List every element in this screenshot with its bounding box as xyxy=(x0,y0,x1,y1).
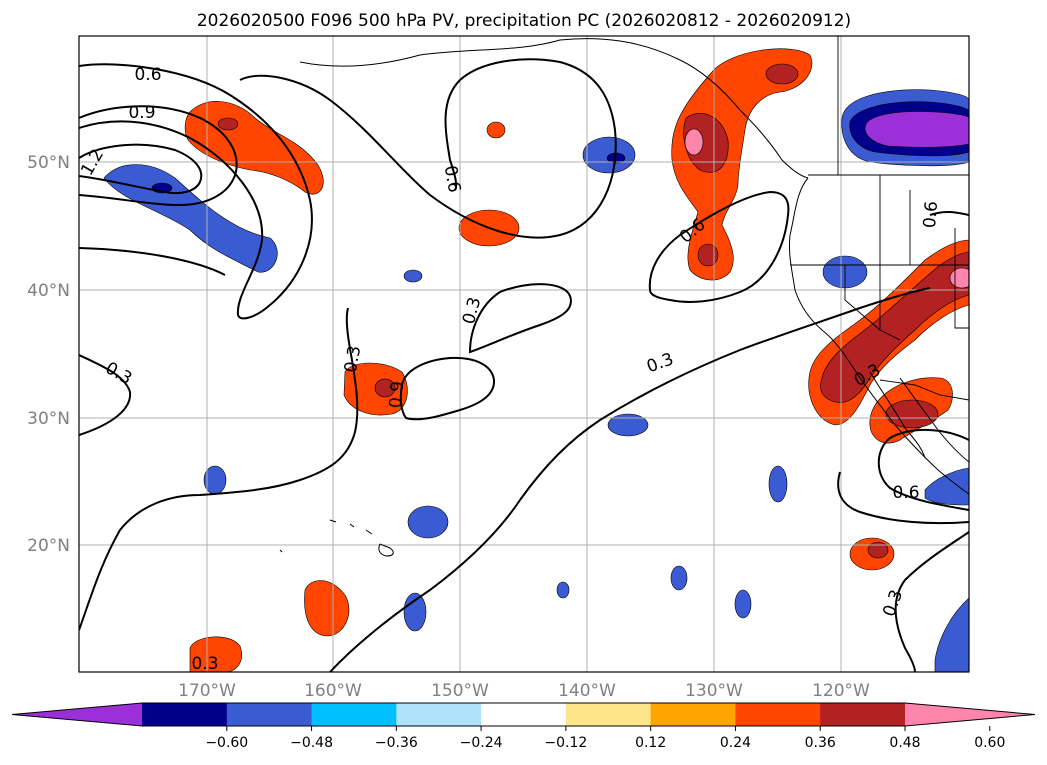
precip-pos-small-n xyxy=(486,121,506,139)
pv-contour-0.3-west xyxy=(79,354,132,436)
map-frame xyxy=(78,35,970,673)
precip-pos-core-central xyxy=(374,378,396,398)
precip-pos-pnw-peak xyxy=(684,128,704,156)
lon-labels: 170°W 160°W 150°W 140°W 130°W 120°W xyxy=(178,681,870,701)
precip-pos-peak-east xyxy=(949,267,969,289)
colorbar-segment xyxy=(226,703,313,726)
colorbar-tick-label: 0.24 xyxy=(720,735,751,751)
pv-contour-upper-east xyxy=(929,211,969,216)
lon-label: 160°W xyxy=(304,681,362,701)
contour-label: 0.6 xyxy=(134,65,161,85)
coast-alaska xyxy=(299,38,809,179)
border-states-3 xyxy=(844,265,901,341)
precip-pos-alaska-core xyxy=(765,63,799,85)
precip-neg-small-6 xyxy=(403,592,427,632)
colorbar-tick-label: 0.36 xyxy=(805,735,836,751)
pv-contour-0.3-main xyxy=(79,307,359,631)
coast-baja xyxy=(869,371,926,459)
colorbar-tick-label: −0.24 xyxy=(460,735,503,751)
precip-neg-canada-core xyxy=(864,111,969,148)
pv-contour-0.6-baja xyxy=(877,429,969,511)
lat-label: 50°N xyxy=(27,153,70,173)
colorbar-tick-label: 0.48 xyxy=(889,735,920,751)
precip-pos-core-nw xyxy=(217,117,239,131)
precip-neg-small-2 xyxy=(403,269,423,283)
lon-label: 120°W xyxy=(812,681,870,701)
pv-contour-west-lower xyxy=(79,247,226,276)
colorbar-outline xyxy=(11,702,1036,727)
colorbar-tick-label: 0.12 xyxy=(635,735,666,751)
precip-neg-small-8 xyxy=(670,565,688,591)
island-small xyxy=(279,549,283,553)
precip-neg-small-5 xyxy=(407,505,449,539)
precip-neg-mexico xyxy=(924,467,969,506)
contour-label: 0.6 xyxy=(892,483,919,503)
precip-pos-pnw-core-2 xyxy=(697,243,719,267)
map-title: 2026020500 F096 500 hPa PV, precipitatio… xyxy=(197,11,851,31)
lon-label: 170°W xyxy=(178,681,236,701)
lat-labels: 50°N 40°N 30°N 20°N xyxy=(27,153,70,556)
contour-label: 0.6 xyxy=(920,200,942,229)
colorbar-tick-label: −0.48 xyxy=(290,735,333,751)
pv-contour-1.2 xyxy=(79,143,203,195)
coastlines xyxy=(279,38,969,557)
colorbar: −0.60 −0.48 −0.36 −0.24 −0.12 0.12 0.24 0.36 0.4… xyxy=(11,702,1036,751)
precip-neg-small-7 xyxy=(556,581,570,599)
coast-west-north-america xyxy=(789,177,969,495)
pv-contour-0.3-central xyxy=(468,283,572,354)
pv-contours xyxy=(79,58,969,672)
precip-pos-south-1 xyxy=(304,580,350,637)
pv-contour-0.3-south xyxy=(329,287,931,672)
colorbar-tick-label: −0.60 xyxy=(205,735,248,751)
precip-neg-small-10 xyxy=(768,465,788,503)
precip-pos-south-3-core xyxy=(867,541,889,559)
colorbar-segment xyxy=(820,703,906,726)
map-area: 0.6 0.9 1.2 0.6 0.3 0.6 0.3 0.3 0.3 0.6 … xyxy=(79,36,969,674)
colorbar-tick-label: −0.36 xyxy=(375,735,418,751)
lon-label: 150°W xyxy=(431,681,489,701)
colorbar-segment xyxy=(650,703,736,726)
colorbar-tick-label: −0.12 xyxy=(544,735,587,751)
political-borders xyxy=(790,36,969,401)
hawaii-islands xyxy=(329,519,394,557)
colorbar-segment xyxy=(396,703,482,726)
pv-contour-0.9-ring xyxy=(399,356,496,421)
lat-label: 40°N xyxy=(27,281,70,301)
lon-label: 140°W xyxy=(558,681,616,701)
contour-label: 0.9 xyxy=(386,380,408,409)
contour-label: 0.6 xyxy=(440,164,464,194)
border-us-mexico xyxy=(879,379,969,401)
colorbar-segment xyxy=(565,703,652,726)
colorbar-segment xyxy=(481,703,567,726)
precip-neg-small-3 xyxy=(607,413,649,437)
precip-neg-north-pacific xyxy=(103,164,278,273)
colorbar-extend-high xyxy=(905,703,1035,726)
contour-label: 0.9 xyxy=(128,103,155,123)
lat-label: 20°N xyxy=(27,536,70,556)
contour-label: 0.3 xyxy=(341,344,365,374)
contour-label: 0.3 xyxy=(191,654,218,674)
colorbar-segment xyxy=(311,703,397,726)
pv-contour-0.6-nw xyxy=(79,63,313,320)
precip-neg-se-corner xyxy=(934,597,969,672)
precip-pos-pnw-band xyxy=(671,48,813,281)
lon-label: 130°W xyxy=(685,681,743,701)
precip-neg-small-9 xyxy=(734,589,752,619)
colorbar-extend-low xyxy=(12,703,142,726)
colorbar-segment xyxy=(735,703,821,726)
border-states-2 xyxy=(879,175,969,329)
pv-contour-0.9 xyxy=(79,105,238,207)
colorbar-tick-label: 0.60 xyxy=(974,735,1005,751)
pv-contour-0.3-se xyxy=(894,531,969,672)
precip-pos-baja-core xyxy=(885,399,939,429)
colorbar-segment xyxy=(142,703,228,726)
pv-contour-0.6-pnw xyxy=(648,190,790,303)
pv-contour-0.6-big xyxy=(239,58,617,239)
pv-contour-0.3-east xyxy=(837,471,969,525)
lat-label: 30°N xyxy=(27,409,70,429)
